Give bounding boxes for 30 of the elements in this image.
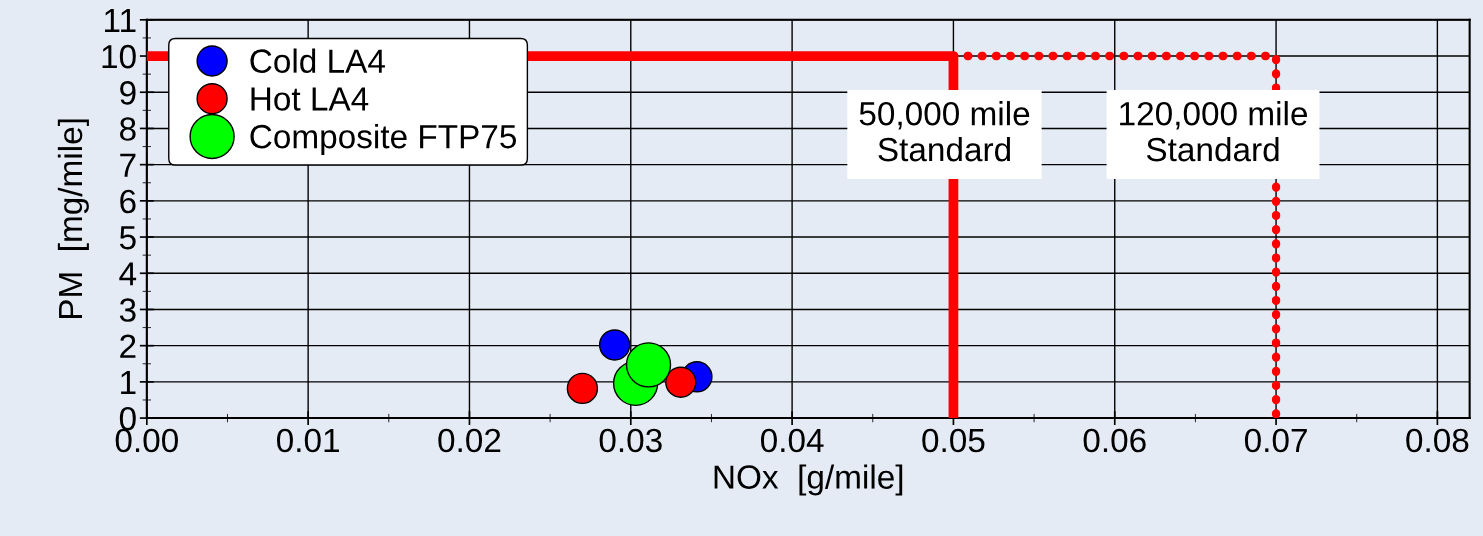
x-tick-label: 0.01 bbox=[277, 428, 339, 453]
y-tick-label: 1 bbox=[121, 371, 136, 394]
x-tick-label: 0.04 bbox=[760, 428, 824, 453]
annotation: 120,000 mile Standard bbox=[1120, 101, 1307, 162]
y-tick-label: 2 bbox=[120, 334, 136, 358]
legend-label: Composite FTP75 bbox=[250, 123, 516, 156]
point bbox=[625, 342, 672, 388]
y-tick-label: 7 bbox=[120, 153, 136, 177]
point bbox=[598, 329, 631, 361]
x-tick-label: 0.08 bbox=[1406, 428, 1469, 453]
y-tick-label: 10 bbox=[102, 44, 136, 69]
y-tick-label: 11 bbox=[105, 8, 136, 32]
y-tick-label: 9 bbox=[120, 81, 136, 105]
x-tick-label: 0.03 bbox=[599, 428, 662, 453]
y-axis-title: PM [mg/mile] bbox=[57, 119, 89, 319]
legend-label: Hot LA4 bbox=[251, 87, 369, 111]
y-tick-label: 4 bbox=[119, 262, 137, 286]
x-tick-label: 0.06 bbox=[1083, 428, 1146, 453]
x-axis-title: NOx [g/mile] bbox=[714, 464, 903, 496]
x-tick-label: 0.07 bbox=[1244, 428, 1307, 453]
point bbox=[566, 372, 599, 405]
point bbox=[665, 366, 697, 398]
annotation: 50,000 mile Standard bbox=[859, 101, 1030, 162]
legend-label: Cold LA4 bbox=[250, 48, 385, 73]
x-tick-label: 0.02 bbox=[438, 428, 501, 453]
y-tick-label: 6 bbox=[120, 189, 136, 214]
x-tick-label: 0.05 bbox=[922, 428, 985, 453]
y-tick-label: 8 bbox=[120, 117, 136, 141]
y-tick-label: 3 bbox=[119, 298, 136, 322]
y-tick-label: 5 bbox=[119, 226, 136, 250]
